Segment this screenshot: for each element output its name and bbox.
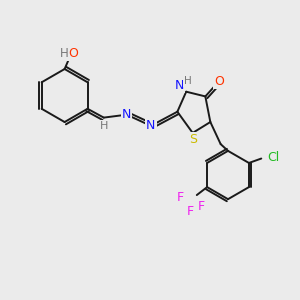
Text: S: S	[189, 133, 197, 146]
Text: F: F	[187, 205, 194, 218]
Text: H: H	[100, 121, 108, 130]
Text: H: H	[60, 46, 68, 60]
Text: N: N	[175, 79, 184, 92]
Text: O: O	[214, 75, 224, 88]
Text: N: N	[122, 108, 131, 121]
Text: Cl: Cl	[267, 151, 279, 164]
Text: H: H	[184, 76, 191, 86]
Text: F: F	[177, 191, 184, 205]
Text: N: N	[146, 119, 156, 132]
Text: O: O	[68, 46, 78, 60]
Text: F: F	[198, 200, 205, 213]
